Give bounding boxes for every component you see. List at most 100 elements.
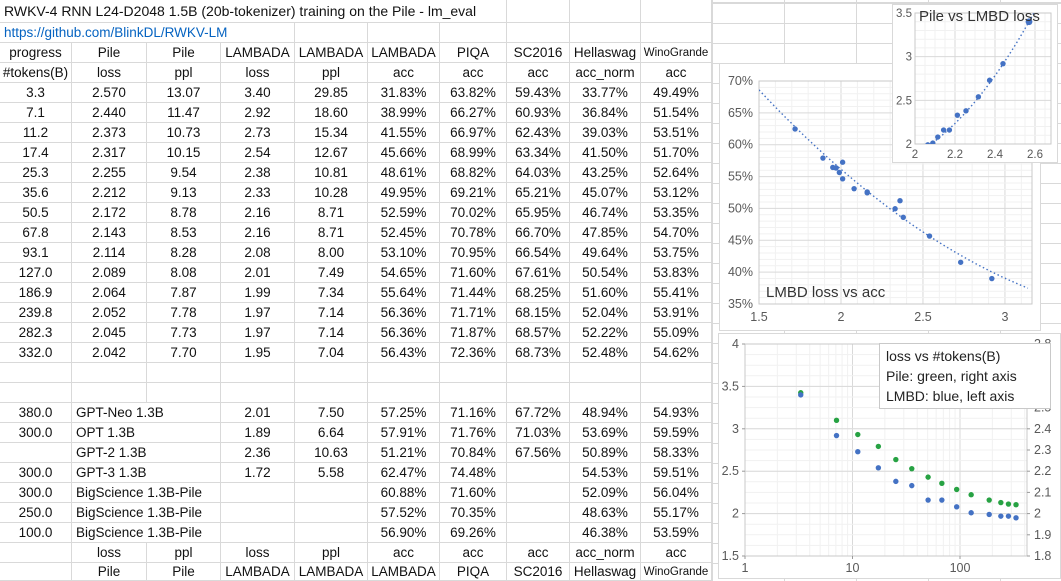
- scatter-point: [855, 431, 861, 438]
- chart-title: LMBD loss vs acc: [766, 284, 886, 301]
- table-cell: [570, 363, 641, 383]
- table-cell: 8.08: [147, 263, 221, 283]
- svg-text:2: 2: [1034, 507, 1041, 521]
- table-cell: 52.64%: [641, 163, 712, 183]
- table-cell: [368, 383, 440, 403]
- scatter-point: [926, 233, 933, 239]
- table-cell: 62.47%: [368, 463, 440, 483]
- table-cell: 300.0: [0, 423, 72, 443]
- table-cell: [368, 363, 440, 383]
- table-cell: 7.1: [0, 103, 72, 123]
- table-cell: [507, 363, 570, 383]
- table-cell: 29.85: [295, 83, 368, 103]
- column-header: ppl: [147, 63, 221, 83]
- table-cell: 10.73: [147, 123, 221, 143]
- chart-legend: loss vs #tokens(B) Pile: green, right ax…: [879, 343, 1051, 409]
- scatter-point: [986, 511, 992, 518]
- scatter-point: [893, 456, 899, 463]
- table-cell: 41.50%: [570, 143, 641, 163]
- table-cell: [507, 463, 570, 483]
- table-cell: 74.48%: [440, 463, 507, 483]
- table-cell: 71.60%: [440, 263, 507, 283]
- table-cell: [440, 363, 507, 383]
- table-cell: 55.64%: [368, 283, 440, 303]
- table-cell: 2.16: [221, 203, 295, 223]
- table-cell: [221, 383, 295, 403]
- table-row: 300.0 BigScience 1.3B-Pile 60.88% 71.60% 52.…: [0, 483, 712, 503]
- table-cell: [72, 383, 147, 403]
- table-cell: 7.14: [295, 303, 368, 323]
- table-cell: 70.84%: [440, 443, 507, 463]
- scatter-point: [975, 94, 982, 100]
- table-cell: 8.78: [147, 203, 221, 223]
- scatter-point: [839, 176, 846, 182]
- scatter-point: [897, 198, 903, 204]
- svg-text:1: 1: [742, 561, 749, 575]
- table-cell: [570, 0, 641, 23]
- table-cell: 2.064: [72, 283, 147, 303]
- table-cell: [507, 0, 570, 23]
- svg-text:2.4: 2.4: [987, 149, 1004, 161]
- svg-text:60%: 60%: [728, 138, 753, 152]
- scatter-point: [900, 214, 906, 220]
- column-footer: ppl: [147, 543, 221, 563]
- table-cell: 71.03%: [507, 423, 570, 443]
- table-cell: 46.38%: [570, 523, 641, 543]
- table-row: 282.3 2.045 7.73 1.97 7.14 56.36% 71.87% 68.57%…: [0, 323, 712, 343]
- table-cell: 52.45%: [368, 223, 440, 243]
- table-row: RWKV-4 RNN L24-D2048 1.5B (20b-tokenizer…: [0, 0, 712, 23]
- table-cell: 2.317: [72, 143, 147, 163]
- column-footer: acc: [507, 543, 570, 563]
- table-cell: 57.91%: [368, 423, 440, 443]
- table-cell: 13.07: [147, 83, 221, 103]
- column-footer: loss: [221, 543, 295, 563]
- scatter-point: [935, 134, 941, 140]
- table-cell: 53.69%: [570, 423, 641, 443]
- table-cell: 53.12%: [641, 183, 712, 203]
- table-cell: [368, 23, 440, 43]
- table-cell: 51.70%: [641, 143, 712, 163]
- scatter-point: [855, 448, 861, 455]
- table-cell: [440, 23, 507, 43]
- table-cell: 70.95%: [440, 243, 507, 263]
- svg-text:35%: 35%: [728, 297, 753, 311]
- table-cell: 2.114: [72, 243, 147, 263]
- table-cell: 66.97%: [440, 123, 507, 143]
- table-cell: 67.8: [0, 223, 72, 243]
- table-row: 3.3 2.570 13.07 3.40 29.85 31.83% 63.82% 59.43%…: [0, 83, 712, 103]
- table-cell: [295, 383, 368, 403]
- model-name-cell: BigScience 1.3B-Pile: [72, 523, 221, 543]
- table-cell: 2.33: [221, 183, 295, 203]
- table-cell: 47.85%: [570, 223, 641, 243]
- table-cell: 50.89%: [570, 443, 641, 463]
- model-name-cell: OPT 1.3B: [72, 423, 221, 443]
- table-cell: [295, 483, 368, 503]
- column-header: progress: [0, 43, 72, 63]
- table-cell: [641, 0, 712, 23]
- column-footer: ppl: [295, 543, 368, 563]
- table-cell: 18.60: [295, 103, 368, 123]
- svg-text:2.5: 2.5: [914, 310, 931, 324]
- table-cell: 300.0: [0, 483, 72, 503]
- svg-text:2: 2: [912, 149, 918, 161]
- svg-text:2.4: 2.4: [1034, 422, 1051, 436]
- scatter-point: [924, 143, 927, 144]
- table-cell: [641, 23, 712, 43]
- table-cell: 54.70%: [641, 223, 712, 243]
- github-link[interactable]: https://github.com/BlinkDL/RWKV-LM: [4, 25, 228, 40]
- table-cell: 66.27%: [440, 103, 507, 123]
- table-cell: 62.43%: [507, 123, 570, 143]
- column-header: Pile: [147, 43, 221, 63]
- table-row: 35.6 2.212 9.13 2.33 10.28 49.95% 69.21% 65.21%…: [0, 183, 712, 203]
- table-cell: 332.0: [0, 343, 72, 363]
- scatter-point: [1013, 501, 1019, 508]
- column-footer: loss: [72, 543, 147, 563]
- svg-text:3.5: 3.5: [896, 8, 912, 20]
- table-cell: 59.43%: [507, 83, 570, 103]
- table-cell: [641, 383, 712, 403]
- scatter-point: [839, 159, 846, 165]
- svg-text:3.5: 3.5: [722, 379, 739, 393]
- table-cell: 67.61%: [507, 263, 570, 283]
- table-cell: 186.9: [0, 283, 72, 303]
- svg-text:2.2: 2.2: [947, 149, 963, 161]
